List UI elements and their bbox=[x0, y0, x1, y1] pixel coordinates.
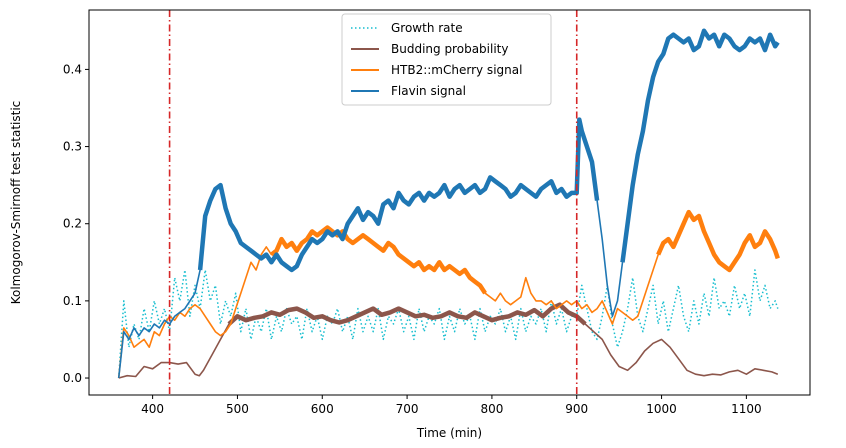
y-tick-label: 0.0 bbox=[63, 371, 82, 385]
legend-label-2: HTB2::mCherry signal bbox=[391, 63, 522, 77]
series-layer bbox=[117, 28, 780, 379]
x-tick-label: 400 bbox=[141, 402, 164, 416]
y-tick-label: 0.3 bbox=[63, 140, 82, 154]
x-tick-label: 500 bbox=[226, 402, 249, 416]
x-tick-label: 700 bbox=[396, 402, 419, 416]
y-tick-label: 0.1 bbox=[63, 294, 82, 308]
series-highlight-2-0 bbox=[270, 225, 487, 295]
x-tick-label: 1100 bbox=[731, 402, 762, 416]
legend-label-0: Growth rate bbox=[391, 21, 463, 35]
y-tick-label: 0.4 bbox=[63, 62, 82, 76]
series-highlight-3-0 bbox=[197, 117, 600, 273]
x-tick-label: 800 bbox=[480, 402, 503, 416]
x-tick-label: 600 bbox=[311, 402, 334, 416]
series-highlight-2-1 bbox=[656, 209, 780, 273]
y-axis-ticks: 0.0 0.1 0.2 0.3 0.4 bbox=[63, 62, 89, 385]
series-highlight-3-1 bbox=[620, 28, 780, 263]
x-tick-label: 900 bbox=[565, 402, 588, 416]
series-line-0 bbox=[117, 269, 779, 379]
legend-label-3: Flavin signal bbox=[391, 84, 466, 98]
plot-frame bbox=[88, 9, 811, 396]
legend-box bbox=[341, 13, 552, 106]
legend-label-1: Budding probability bbox=[391, 42, 508, 56]
x-tick-label: 1000 bbox=[646, 402, 677, 416]
x-axis-ticks: 400 500 600 700 800 900 1000 1100 bbox=[141, 395, 762, 416]
y-tick-label: 0.2 bbox=[63, 217, 82, 231]
y-axis-label: Kolmogorov-Smirnoff test statistic bbox=[9, 101, 23, 305]
vline-layer bbox=[168, 10, 578, 395]
series-highlight-1-0 bbox=[227, 302, 587, 326]
x-axis-label: Time (min) bbox=[416, 426, 482, 440]
